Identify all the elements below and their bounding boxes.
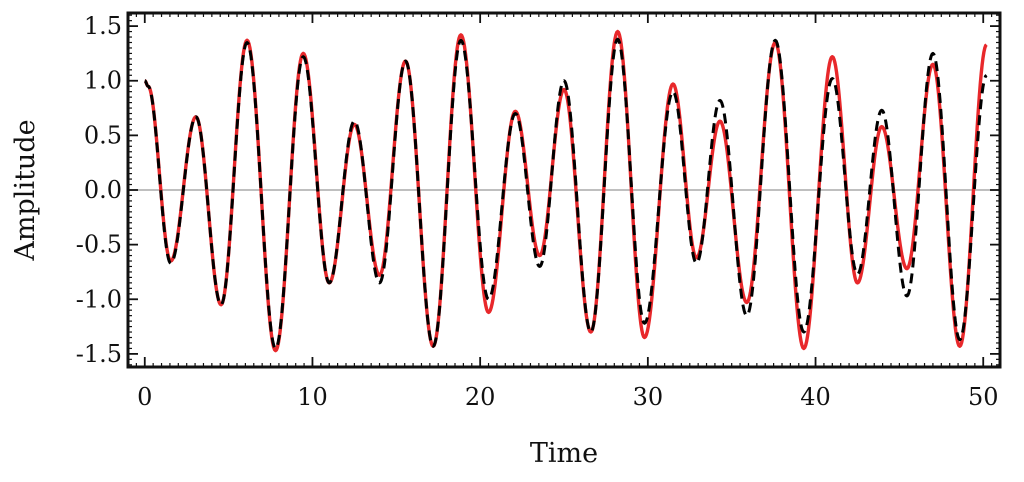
y-tick-label: 1.0 (84, 67, 122, 95)
series-line-1 (143, 29, 988, 353)
x-tick-label: 0 (137, 383, 152, 411)
x-tick-label: 10 (297, 383, 328, 411)
y-tick-label: -0.5 (76, 231, 122, 259)
series-line-2 (143, 37, 988, 350)
x-tick-label: 50 (968, 383, 999, 411)
axes: 0 10 20 30 40 50 -1.5 -1.0 -0.5 0.0 0.5 1.0 1.5 (76, 11, 1002, 411)
x-tick-label: 20 (465, 383, 496, 411)
y-tick-label: -1.0 (76, 285, 122, 313)
y-tick-label: -1.5 (76, 340, 122, 368)
y-tick-label: 0.0 (84, 176, 122, 204)
y-tick-label: 0.5 (84, 121, 122, 149)
y-axis-title: Amplitude (10, 119, 41, 261)
y-tick-label: 1.5 (84, 12, 122, 40)
x-axis-title: Time (530, 438, 598, 469)
x-tick-label: 40 (800, 383, 831, 411)
x-tick-label: 30 (633, 383, 664, 411)
plot-area (128, 29, 1000, 353)
